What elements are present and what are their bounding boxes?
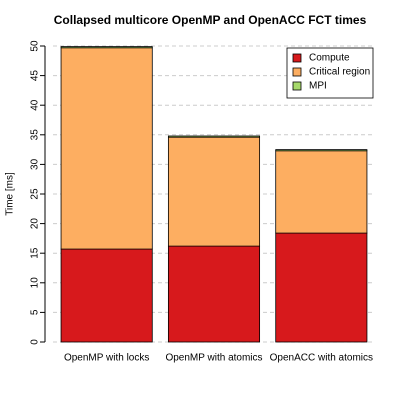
bar-segment xyxy=(275,150,368,234)
x-tick-label: OpenMP with atomics xyxy=(165,353,262,364)
y-tick-label: 40 xyxy=(30,99,41,111)
legend-label: Critical region xyxy=(309,67,370,78)
bar-segment xyxy=(60,46,153,49)
legend-label: Compute xyxy=(309,53,350,64)
y-tick-label: 45 xyxy=(30,70,41,82)
bar-segment xyxy=(60,248,153,343)
bar-segment xyxy=(167,245,261,343)
y-tick-label: 5 xyxy=(30,309,41,315)
y-axis-label: Time [ms] xyxy=(5,172,16,216)
y-tick-label: 30 xyxy=(30,158,41,170)
legend-swatch xyxy=(292,81,302,91)
y-tick-label: 35 xyxy=(30,129,41,141)
y-tick-label: 15 xyxy=(30,247,41,259)
legend-swatch xyxy=(292,67,302,77)
y-tick-label: 20 xyxy=(30,218,41,230)
bar-segment xyxy=(167,136,261,247)
bar-segment xyxy=(167,135,261,138)
x-tick-label: OpenMP with locks xyxy=(64,353,149,364)
legend-label: MPI xyxy=(309,81,327,92)
bar-segment xyxy=(60,47,153,250)
y-tick-label: 0 xyxy=(30,339,41,345)
x-tick-label: OpenACC with atomics xyxy=(270,353,373,364)
bar-segment xyxy=(275,232,368,343)
legend-swatch xyxy=(292,53,302,63)
y-tick-label: 50 xyxy=(30,40,41,52)
y-tick-label: 25 xyxy=(30,188,41,200)
chart-title: Collapsed multicore OpenMP and OpenACC F… xyxy=(54,13,367,27)
bar-segment xyxy=(275,149,368,152)
y-tick-label: 10 xyxy=(30,277,41,289)
